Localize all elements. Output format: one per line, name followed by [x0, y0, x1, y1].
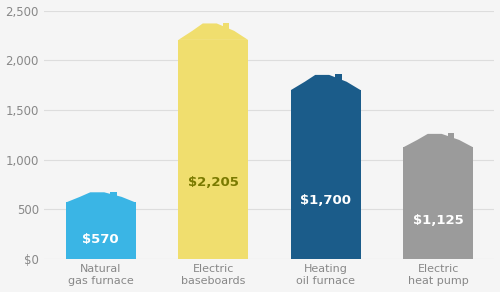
Bar [66, 202, 136, 259]
Bar [448, 133, 454, 140]
Bar [110, 192, 117, 197]
Bar [178, 40, 248, 259]
Text: $570: $570 [82, 233, 119, 246]
Polygon shape [404, 134, 473, 147]
Text: $1,125: $1,125 [413, 213, 464, 227]
Bar [223, 22, 230, 31]
Polygon shape [291, 75, 360, 90]
Text: $1,700: $1,700 [300, 194, 351, 206]
Bar [404, 147, 473, 259]
Bar [336, 74, 342, 82]
Polygon shape [178, 23, 248, 40]
Polygon shape [66, 192, 136, 202]
Text: $2,205: $2,205 [188, 176, 238, 189]
Bar [291, 90, 360, 259]
